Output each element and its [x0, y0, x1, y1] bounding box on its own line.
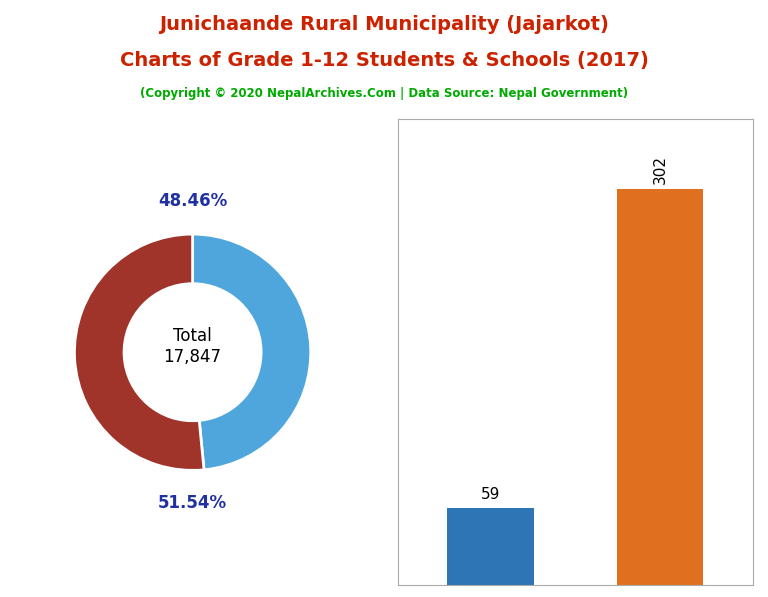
Text: 302: 302 [653, 155, 667, 184]
Text: 59: 59 [481, 487, 500, 503]
Bar [448, 507, 534, 585]
Text: Junichaande Rural Municipality (Jajarkot): Junichaande Rural Municipality (Jajarkot… [159, 15, 609, 34]
Wedge shape [193, 234, 311, 470]
Text: Charts of Grade 1-12 Students & Schools (2017): Charts of Grade 1-12 Students & Schools … [120, 51, 648, 70]
Text: (Copyright © 2020 NepalArchives.Com | Data Source: Nepal Government): (Copyright © 2020 NepalArchives.Com | Da… [140, 87, 628, 100]
Text: 51.54%: 51.54% [158, 494, 227, 512]
Text: Total
17,847: Total 17,847 [164, 327, 222, 366]
Text: 48.46%: 48.46% [158, 192, 227, 210]
Wedge shape [74, 234, 204, 470]
Bar [617, 189, 703, 585]
